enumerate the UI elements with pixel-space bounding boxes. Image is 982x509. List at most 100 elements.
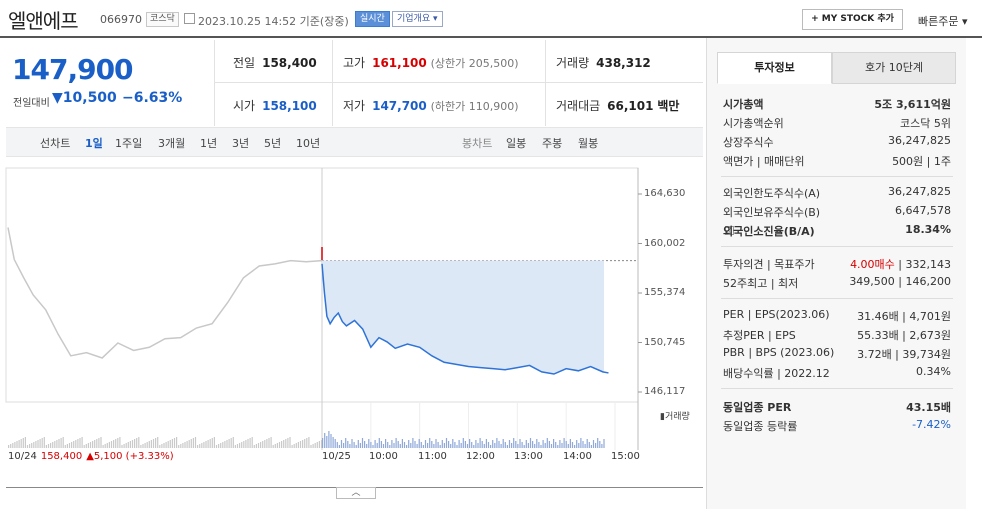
calendar-icon [184, 13, 195, 24]
volume-bar-today [353, 442, 355, 448]
volume-bar-today [389, 445, 391, 448]
volume-bar-today [427, 443, 429, 448]
volume-bar-prev [299, 441, 302, 448]
volume-bar-prev [312, 444, 314, 448]
volume-bar-prev [16, 441, 18, 448]
foreign-ratio-label: 외국인소진율(B/A) [723, 225, 815, 238]
volume-bar-prev [136, 438, 138, 448]
volume-bar-prev [264, 440, 266, 448]
tab-daily-candle[interactable]: 일봉 [506, 137, 527, 150]
info-row: 시가총액 5조 3,611억원 [723, 96, 951, 112]
high-value: 161,100 [372, 56, 427, 70]
tab-investment-info[interactable]: 투자정보 [717, 52, 832, 84]
volume-bar-today [364, 441, 366, 448]
company-info-dropdown[interactable]: 기업개요 ▾ [392, 11, 443, 27]
volume-bar-today [582, 441, 584, 448]
volume-bar-today [387, 442, 389, 448]
par-value-label: 액면가 | 매매단위 [723, 155, 805, 168]
open-label: 시가 [233, 99, 256, 113]
tab-1year[interactable]: 1년 [200, 137, 218, 150]
volume-bar-prev [239, 443, 241, 448]
volume-bar-today [529, 438, 532, 448]
tab-10year[interactable]: 10년 [296, 137, 321, 150]
sector-change-value: -7.42% [912, 418, 951, 431]
volume-bar-prev [163, 443, 165, 448]
volume-bar-today [452, 439, 454, 448]
volume-bar-today [578, 443, 580, 448]
volume-bar-today [422, 445, 424, 448]
info-row[interactable]: 동일업종 등락률 -7.42% [723, 418, 951, 434]
volume-bar-today [359, 443, 361, 448]
change-percent: −6.63% [122, 90, 183, 106]
volume-bar-prev [92, 441, 94, 448]
volume-bar-prev [50, 443, 52, 448]
volume-bar-prev [224, 441, 226, 448]
volume-bar-today [429, 438, 431, 448]
chevron-down-icon: ▾ [433, 14, 438, 24]
volume-bar-prev [285, 439, 287, 448]
tab-5year[interactable]: 5년 [264, 137, 282, 150]
est-per-eps-value: 55.33배 | 2,673원 [857, 329, 951, 342]
volume-bar-today [414, 441, 416, 448]
volume-bar-prev [249, 438, 251, 448]
prev-day-date: 10/24 [8, 451, 37, 462]
volume-bar-today [412, 438, 414, 448]
volume-bar-today [506, 445, 508, 448]
tab-weekly-candle[interactable]: 주봉 [542, 137, 563, 150]
volume-bar-prev [77, 439, 79, 448]
quick-order-link[interactable]: 빠른주문 ▾ [918, 13, 968, 29]
volume-bar-today [445, 438, 448, 448]
volume-bar-today [349, 444, 351, 448]
tab-3year[interactable]: 3년 [232, 137, 250, 150]
volume-bar-today [502, 439, 504, 448]
volume-bar-today [479, 438, 481, 448]
volume-bar-today [378, 438, 380, 448]
volume-bar-prev [257, 443, 260, 448]
volume-bar-prev [295, 443, 297, 448]
y-tick-label: 164,630 [644, 188, 686, 199]
volume-bar-prev [281, 441, 283, 448]
volume-bar-prev [268, 438, 270, 448]
volume-bar-today [382, 444, 385, 448]
info-row[interactable]: 시가총액순위 코스닥 5위 [723, 115, 951, 131]
volume-bar-today [410, 443, 412, 448]
info-row[interactable]: 동일업종 PER 43.15배 [723, 399, 951, 415]
volume-bar-today [370, 442, 372, 448]
volume-bar-today [597, 438, 599, 448]
my-stock-add-button[interactable]: + MY STOCK 추가 [802, 9, 903, 30]
help-icon[interactable]: ? [725, 225, 734, 235]
volume-bar-today [347, 441, 349, 448]
divider [545, 40, 546, 126]
volume-bar-today [466, 444, 469, 448]
volume-bar-today [599, 441, 601, 448]
volume-legend-label: 거래량 [664, 412, 690, 422]
volume-bar-prev [18, 440, 20, 448]
market-cap-rank-label: 시가총액순위 [723, 117, 784, 130]
volume-bar-today [343, 443, 345, 448]
volume-bar-today [515, 441, 517, 448]
tab-1day[interactable]: 1일 [85, 137, 103, 150]
collapse-button[interactable]: ︿ [336, 487, 376, 499]
volume-bar-today [395, 438, 397, 448]
tab-3month[interactable]: 3개월 [158, 137, 186, 150]
tab-1week[interactable]: 1주일 [115, 137, 143, 150]
52week-value: 349,500 | 146,200 [849, 275, 951, 288]
tab-monthly-candle[interactable]: 월봉 [578, 137, 599, 150]
volume-bar-prev [79, 438, 81, 448]
x-tick-label: 12:00 [466, 451, 495, 462]
info-row: 상장주식수 36,247,825 [723, 134, 951, 150]
volume-bar-prev [211, 438, 213, 448]
volume-bar-prev [81, 437, 83, 448]
volume-bar-prev [129, 441, 131, 448]
amount-unit: 백만 [657, 99, 680, 113]
amount-label: 거래대금 [556, 99, 601, 113]
tab-order-book[interactable]: 호가 10단계 [832, 52, 956, 84]
volume-bar-prev [289, 437, 291, 448]
realtime-button[interactable]: 실시간 [355, 11, 390, 27]
price-chart[interactable] [0, 160, 703, 450]
volume-bar-today [494, 443, 496, 448]
prev-day-price: 158,400 [40, 451, 83, 462]
listed-shares-value: 36,247,825 [888, 134, 951, 147]
volume-bar-prev [89, 442, 92, 448]
prev-day-change: ▲5,100 (+3.33%) [86, 451, 174, 462]
